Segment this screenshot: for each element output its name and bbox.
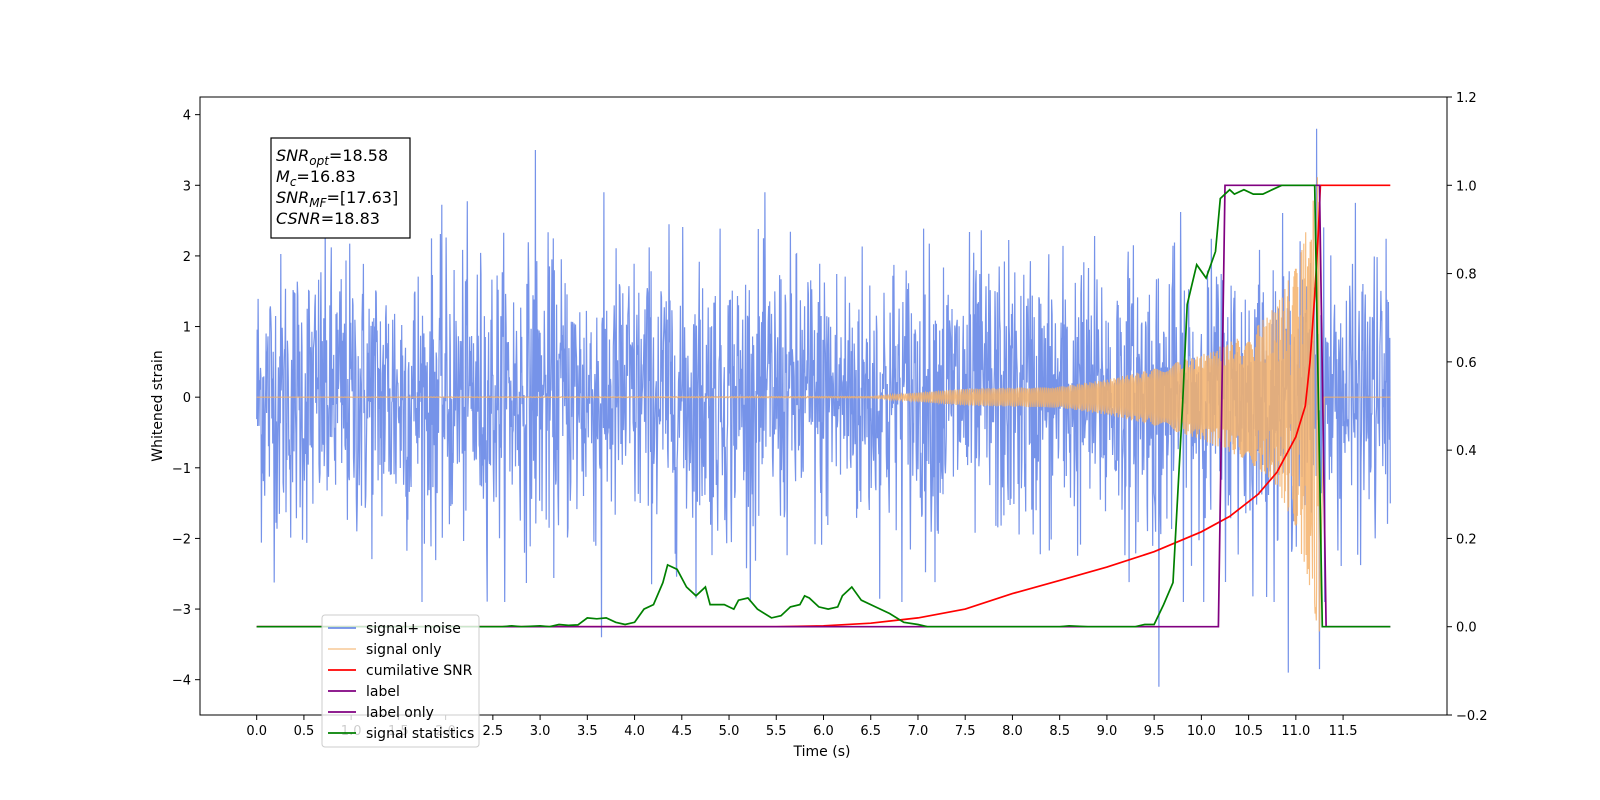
y-tick-label-right: 0.4 bbox=[1456, 444, 1477, 459]
y-tick-label-right: 0.2 bbox=[1456, 532, 1477, 547]
y-tick-label-left: 0 bbox=[183, 391, 191, 406]
x-tick-label: 11.0 bbox=[1281, 724, 1310, 739]
x-tick-label: 11.5 bbox=[1329, 724, 1358, 739]
annotation-frame bbox=[270, 137, 411, 239]
x-tick-label: 9.5 bbox=[1144, 724, 1165, 739]
x-tick-label: 10.5 bbox=[1234, 724, 1263, 739]
x-tick-label: 9.0 bbox=[1097, 724, 1118, 739]
x-tick-label: 8.0 bbox=[1002, 724, 1023, 739]
annotation-box: SNRopt=18.58Mc=16.83SNRMF=[17.63]CSNR=18… bbox=[270, 137, 411, 239]
y-tick-label-right: 0.0 bbox=[1456, 621, 1477, 636]
x-tick-label: 5.5 bbox=[766, 724, 787, 739]
y-tick-label-right: 0.8 bbox=[1456, 268, 1477, 283]
y-axis-right: −0.2 0.0 0.2 0.4 0.6 0.8 1.0 1.2 bbox=[1447, 91, 1488, 724]
x-tick-label: 8.5 bbox=[1049, 724, 1070, 739]
y-tick-label-right: 0.6 bbox=[1456, 356, 1477, 371]
x-tick-label: 0.5 bbox=[294, 724, 315, 739]
x-tick-label: 2.5 bbox=[483, 724, 504, 739]
x-tick-label: 10.0 bbox=[1187, 724, 1216, 739]
x-tick-label: 7.5 bbox=[955, 724, 976, 739]
y-tick-label-right: −0.2 bbox=[1456, 709, 1488, 724]
legend: signal+ noise signal only cumilative SNR la… bbox=[321, 614, 480, 748]
y-tick-label-left: 3 bbox=[183, 179, 191, 194]
x-tick-label: 5.0 bbox=[719, 724, 740, 739]
legend-label: label bbox=[366, 684, 400, 700]
legend-label: signal statistics bbox=[366, 726, 474, 742]
y-tick-label-right: 1.2 bbox=[1456, 91, 1477, 106]
legend-frame bbox=[321, 614, 480, 748]
y-tick-label-right: 1.0 bbox=[1456, 179, 1477, 194]
x-tick-label: 3.5 bbox=[577, 724, 598, 739]
y-tick-label-left: −1 bbox=[172, 462, 191, 477]
x-tick-label: 4.0 bbox=[624, 724, 645, 739]
y-tick-label-left: −2 bbox=[172, 532, 191, 547]
x-tick-label: 6.0 bbox=[813, 724, 834, 739]
y-tick-label-left: 1 bbox=[183, 321, 191, 336]
x-axis-label: Time (s) bbox=[793, 744, 851, 760]
series-signal-statistics bbox=[256, 184, 1391, 628]
series-layer bbox=[256, 128, 1391, 687]
y-tick-label-left: 2 bbox=[183, 250, 191, 265]
annotation-line: SNRMF=[17.63] bbox=[276, 188, 398, 210]
y-tick-label-left: −3 bbox=[172, 603, 191, 618]
legend-label: signal+ noise bbox=[366, 621, 461, 637]
y-axis-label-left: Whitened strain bbox=[150, 350, 166, 461]
x-tick-label: 0.0 bbox=[246, 724, 267, 739]
x-tick-label: 6.5 bbox=[860, 724, 881, 739]
y-tick-label-left: −4 bbox=[172, 674, 191, 689]
annotation-line: CSNR=18.83 bbox=[276, 209, 380, 228]
series-signal-only bbox=[256, 177, 1391, 632]
series-signal-noise bbox=[256, 128, 1391, 687]
annotation-line: Mc=16.83 bbox=[276, 167, 356, 189]
annotation-line: SNRopt=18.58 bbox=[276, 146, 388, 168]
y-tick-label-left: 4 bbox=[183, 109, 191, 124]
x-tick-label: 7.0 bbox=[908, 724, 929, 739]
legend-label: signal only bbox=[366, 642, 441, 658]
x-tick-label: 4.5 bbox=[671, 724, 692, 739]
series-cumilative-snr bbox=[256, 184, 1391, 628]
x-tick-label: 3.0 bbox=[530, 724, 551, 739]
legend-label: label only bbox=[366, 705, 434, 721]
y-axis-left: −4 −3 −2 −1 0 1 2 3 4 bbox=[172, 109, 200, 689]
legend-label: cumilative SNR bbox=[366, 663, 473, 679]
